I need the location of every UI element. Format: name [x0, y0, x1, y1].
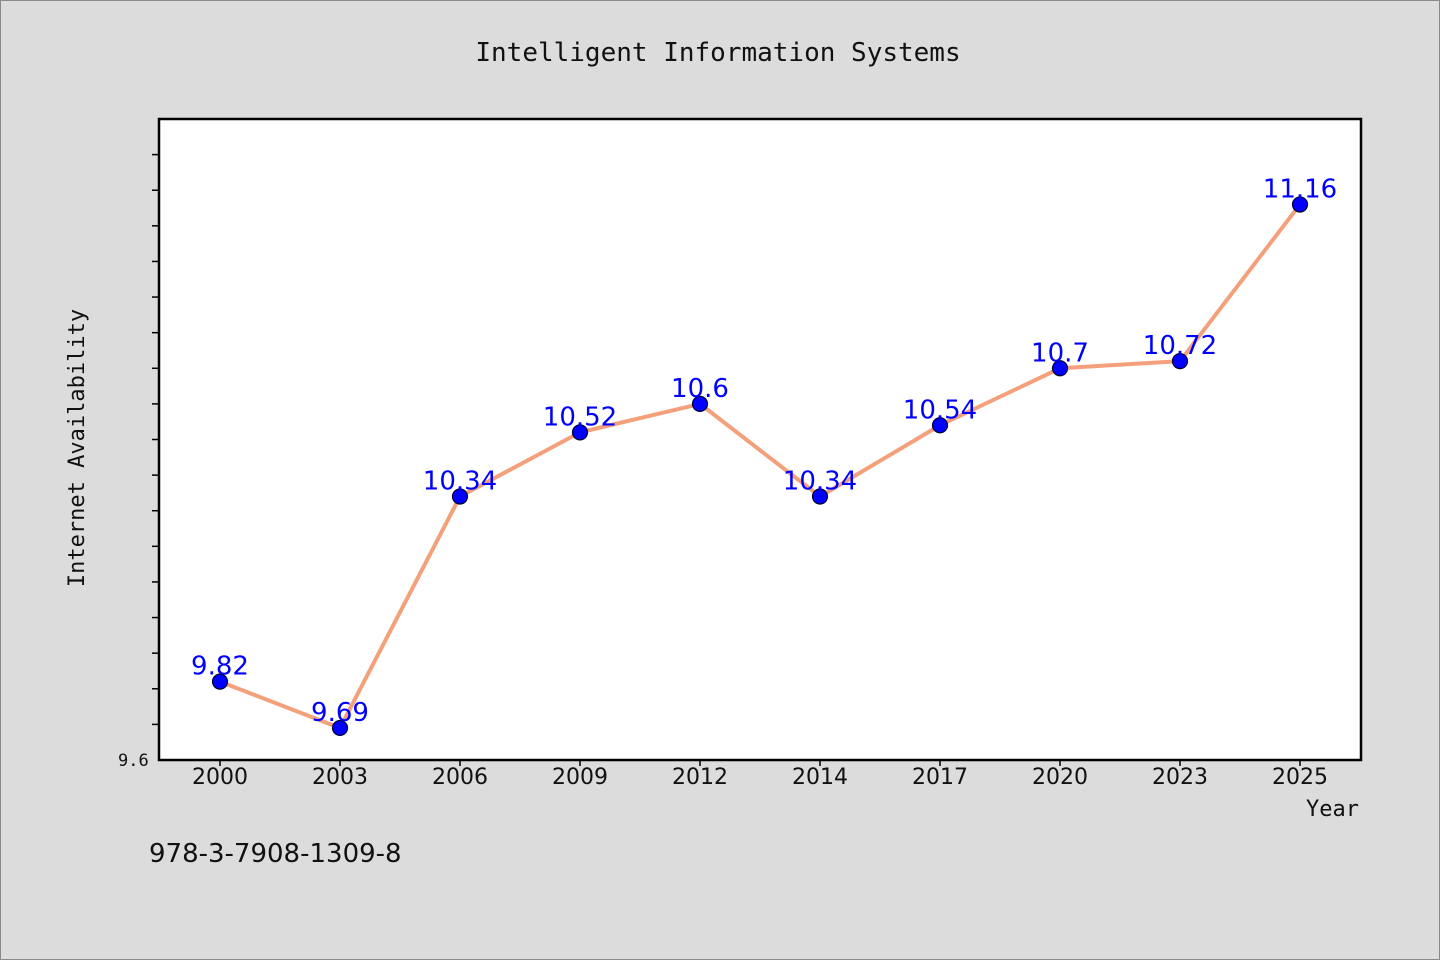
data-point [451, 488, 469, 505]
data-point [1171, 353, 1189, 370]
data-markers [211, 196, 1309, 737]
series-line [219, 203, 1302, 730]
data-point [211, 673, 229, 690]
x-axis-ticks: 2000 2003 2006 2009 2012 2014 2017 2020 2023 2025 [192, 760, 1328, 790]
x-tick-label: 2014 [792, 765, 848, 790]
data-label: 10.52 [543, 402, 617, 432]
data-label: 10.34 [423, 466, 497, 496]
data-point [331, 719, 349, 737]
data-label: 10.6 [671, 374, 729, 404]
data-label: 10.72 [1143, 331, 1217, 361]
plot-area [157, 117, 1363, 762]
data-label: 10.7 [1031, 338, 1089, 368]
data-labels: 9.82 9.69 10.34 10.52 10.6 10.34 10.54 10.7 10.7… [191, 174, 1337, 727]
x-tick-label: 2012 [672, 765, 728, 790]
data-label: 9.82 [191, 652, 249, 682]
data-point [1291, 196, 1309, 213]
data-point [571, 424, 589, 441]
data-label: 9.69 [311, 698, 369, 728]
data-point [691, 395, 709, 412]
x-tick-label: 2020 [1032, 765, 1088, 790]
data-label: 11.16 [1263, 174, 1337, 204]
x-tick-label: 2009 [552, 765, 608, 790]
data-label: 10.34 [783, 466, 857, 496]
x-axis-label: Year [1306, 797, 1359, 822]
x-tick-label: 2025 [1272, 765, 1328, 790]
y-tick-label: 9.6 [118, 751, 149, 771]
x-tick-label: 2000 [192, 765, 248, 790]
data-label: 10.54 [903, 395, 977, 425]
data-point [931, 417, 949, 434]
x-tick-label: 2003 [312, 765, 368, 790]
y-axis-ticks [152, 153, 159, 726]
x-tick-label: 2017 [912, 765, 968, 790]
chart-title: Intelligent Information Systems [475, 38, 960, 68]
x-tick-label: 2006 [432, 765, 488, 790]
data-point [811, 488, 829, 505]
isbn-text: 978-3-7908-1309-8 [149, 839, 402, 869]
x-tick-label: 2023 [1152, 765, 1208, 790]
data-point [1051, 360, 1069, 377]
y-axis-label: Internet Availability [65, 309, 90, 587]
